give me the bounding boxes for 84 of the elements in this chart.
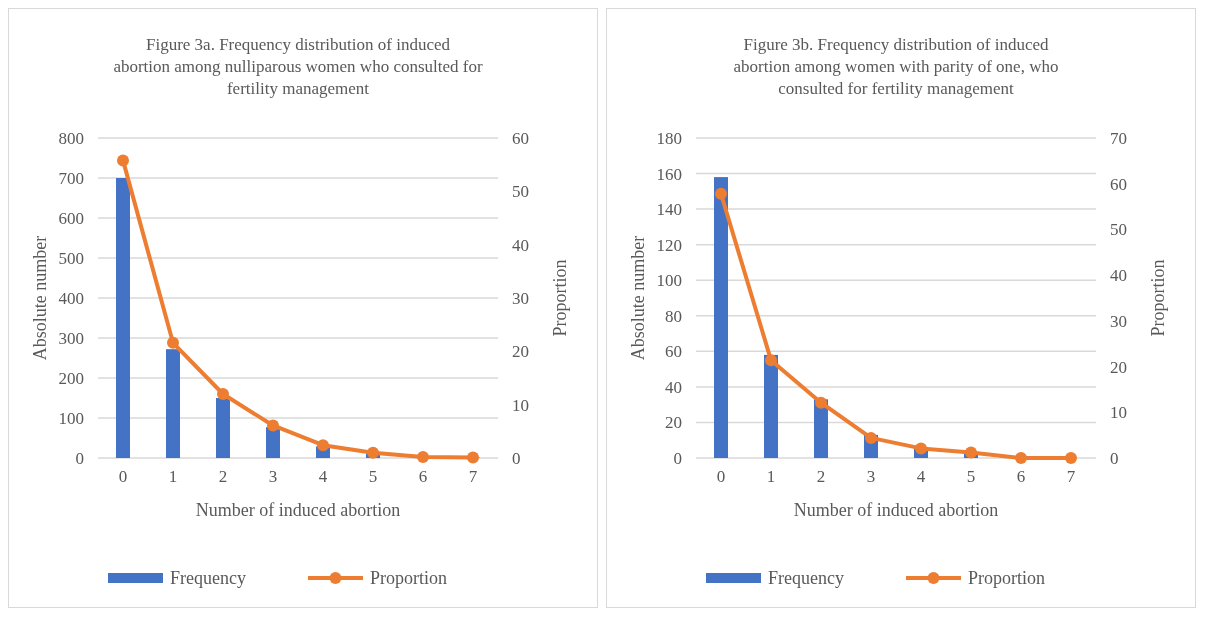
legend-label: Proportion <box>370 568 448 589</box>
point <box>267 419 279 432</box>
bar <box>764 354 778 458</box>
x-axis-title: Number of induced abortion <box>195 500 401 520</box>
x-tick-label: 3 <box>268 467 278 486</box>
point <box>167 336 179 349</box>
y2-tick-label: 50 <box>1110 220 1127 240</box>
point <box>1015 452 1027 464</box>
legend-label: Proportion <box>968 568 1046 589</box>
y-tick-label: 600 <box>58 208 84 228</box>
chart-title: Figure 3b. Frequency distribution of induced abortion among women with parity of one, who consulted for fertility management <box>733 35 1059 98</box>
legend-label: Frequency <box>170 568 246 589</box>
y2-tick-label: 60 <box>1110 174 1127 194</box>
y-tick-label: 200 <box>58 368 84 388</box>
bar <box>266 427 280 458</box>
point <box>217 388 229 400</box>
chart-title: Figure 3a. Frequency distribution of induced abortion among nulliparous women who consulted for fertility management <box>113 35 483 98</box>
point <box>467 451 479 464</box>
y-axis-title: Absolute number <box>628 235 648 361</box>
bar <box>166 349 180 458</box>
x-tick-label: 2 <box>218 467 228 486</box>
bar <box>116 178 130 458</box>
x-tick-label: 5 <box>368 467 378 486</box>
x-tick-label: 7 <box>468 467 478 486</box>
x-tick-label: 6 <box>1016 467 1026 486</box>
point <box>815 396 827 409</box>
y2-tick-label: 50 <box>512 182 529 202</box>
x-tick-label: 4 <box>916 467 926 486</box>
y-tick-label: 60 <box>665 342 682 362</box>
y-axis-title: Absolute number <box>30 235 50 361</box>
y2-tick-label: 10 <box>1110 403 1127 423</box>
y2-tick-label: 10 <box>512 395 529 415</box>
y2-tick-label: 60 <box>512 128 529 148</box>
y2-tick-label: 70 <box>1110 128 1127 148</box>
y-tick-label: 0 <box>673 448 682 468</box>
point <box>417 450 429 463</box>
x-tick-label: 0 <box>118 467 128 486</box>
point <box>865 431 877 444</box>
point <box>117 154 129 167</box>
y2-tick-label: 40 <box>512 235 529 255</box>
y-tick-label: 40 <box>665 377 682 397</box>
y-tick-label: 500 <box>58 248 84 268</box>
y-tick-label: 400 <box>58 288 84 308</box>
y2-tick-label: 0 <box>512 448 521 468</box>
legend-label: Frequency <box>768 568 844 589</box>
y-tick-label: 700 <box>58 168 84 188</box>
x-axis-title: Number of induced abortion <box>793 500 999 520</box>
point <box>1065 452 1077 464</box>
bar <box>714 177 728 458</box>
y-tick-label: 80 <box>665 306 682 326</box>
x-tick-label: 6 <box>418 467 428 486</box>
y2-tick-label: 20 <box>512 342 529 362</box>
point <box>367 446 379 459</box>
y2-tick-label: 40 <box>1110 266 1127 286</box>
y2-tick-label: 30 <box>1110 311 1127 331</box>
point <box>965 446 977 459</box>
y2-tick-label: 0 <box>1110 448 1119 468</box>
x-tick-label: 1 <box>766 467 776 486</box>
y-tick-label: 140 <box>656 200 682 220</box>
point <box>317 439 329 452</box>
y-tick-label: 0 <box>75 448 84 468</box>
x-tick-label: 4 <box>318 467 328 486</box>
y-tick-label: 160 <box>656 164 682 184</box>
y-tick-label: 120 <box>656 235 682 255</box>
x-tick-label: 3 <box>866 467 876 486</box>
y2-axis-title: Proportion <box>550 259 570 337</box>
y2-tick-label: 30 <box>512 288 529 308</box>
x-tick-label: 5 <box>966 467 976 486</box>
y2-tick-label: 20 <box>1110 357 1127 377</box>
point <box>715 187 727 200</box>
x-tick-label: 0 <box>716 467 726 486</box>
point <box>765 354 777 367</box>
x-tick-label: 7 <box>1066 467 1076 486</box>
y-tick-label: 300 <box>58 328 84 348</box>
y-tick-label: 100 <box>58 408 84 428</box>
y2-axis-title: Proportion <box>1148 259 1168 337</box>
y-tick-label: 20 <box>665 413 682 433</box>
x-tick-label: 2 <box>816 467 826 486</box>
y-tick-label: 180 <box>656 128 682 148</box>
x-tick-label: 1 <box>168 467 178 486</box>
bar <box>216 398 230 458</box>
point <box>915 442 927 455</box>
y-tick-label: 800 <box>58 128 84 148</box>
y-tick-label: 100 <box>656 271 682 291</box>
